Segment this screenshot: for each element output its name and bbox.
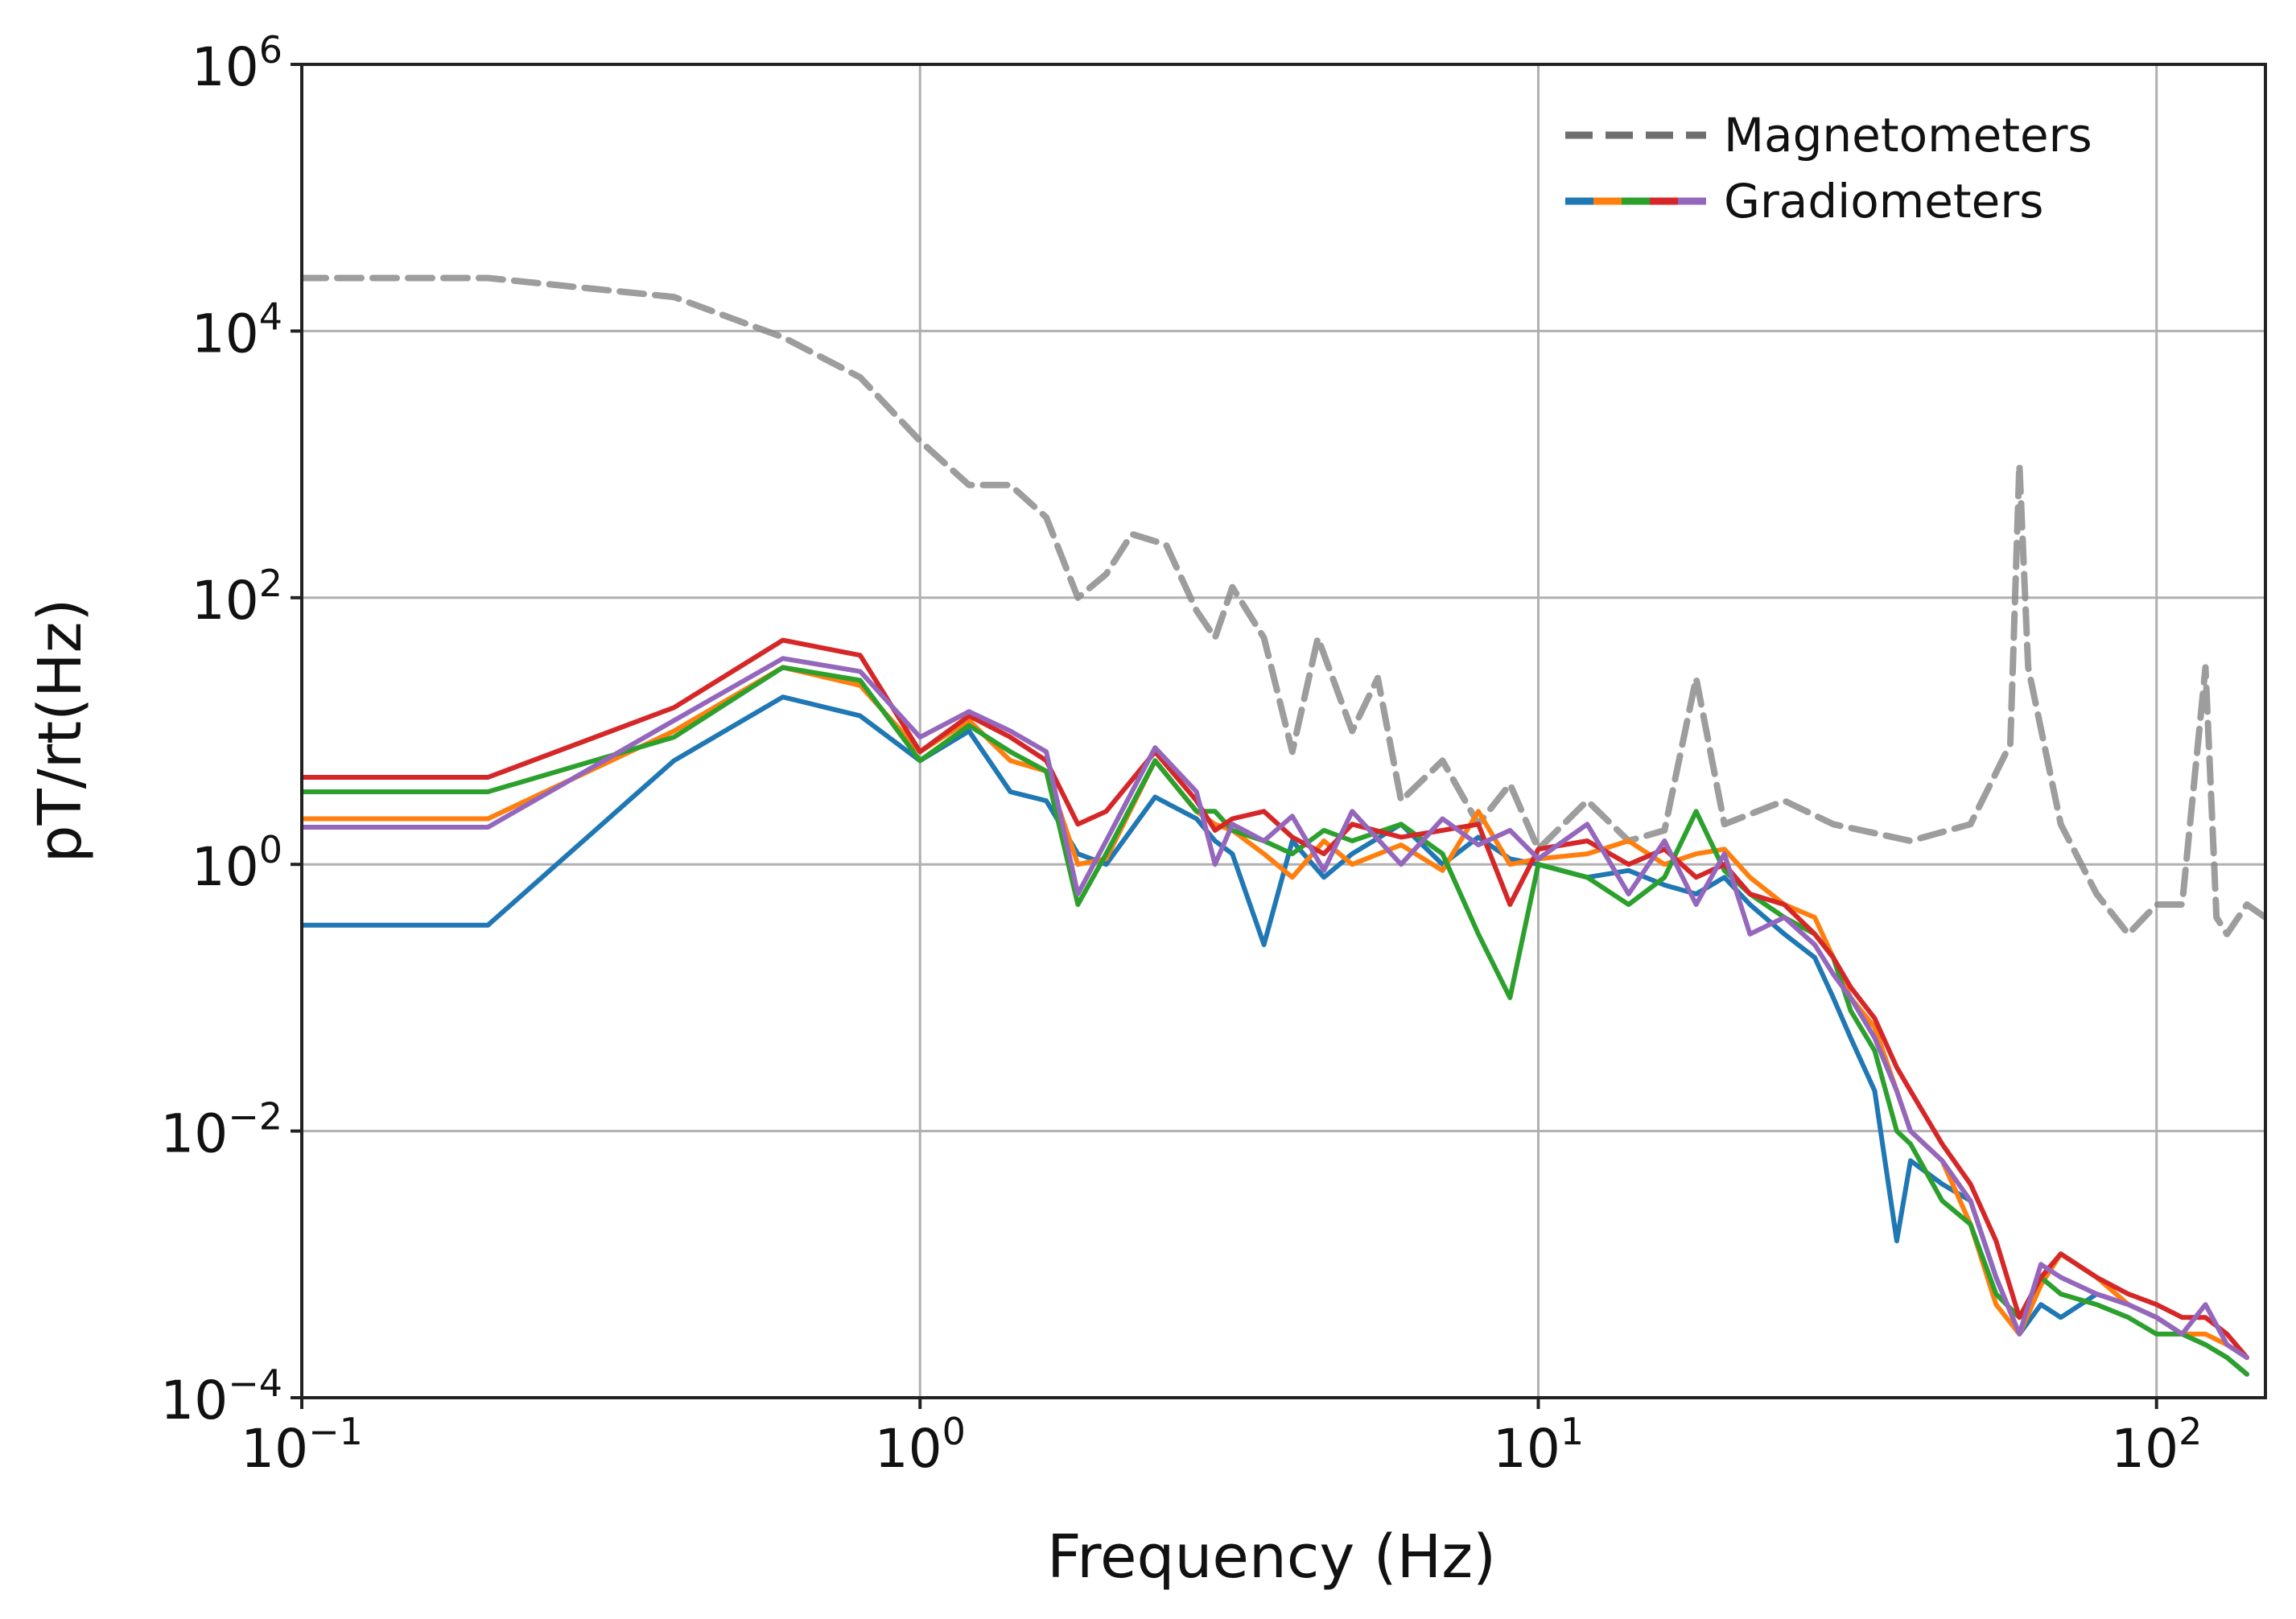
y-tick-label: 10−2: [160, 1095, 282, 1165]
series-line-magnetometers: [302, 274, 2265, 937]
x-axis-label: Frequency (Hz): [1047, 1522, 1496, 1592]
x-tick-label: 101: [1493, 1410, 1584, 1480]
x-tick-label: 102: [2111, 1410, 2202, 1480]
legend: Magnetometers Gradiometers: [1565, 108, 2092, 229]
legend-gradiometers-label: Gradiometers: [1724, 174, 2043, 229]
series-line-gradiometer-1: [302, 694, 2249, 1377]
data-series: [302, 274, 2265, 1377]
legend-magnetometers-label: Magnetometers: [1724, 108, 2092, 163]
y-tick-label: 104: [192, 295, 282, 365]
y-tick-label: 100: [192, 828, 282, 898]
plot-frame: [300, 63, 2267, 1399]
y-tick-label: 106: [192, 28, 282, 98]
y-tick-label: 102: [192, 562, 282, 632]
tick-labels: 10−1 100 101 102 10−4 10−2 100 102 104 106: [160, 28, 2202, 1480]
series-line-gradiometer-5: [302, 656, 2249, 1361]
y-axis-label: pT/rt(Hz): [26, 599, 95, 863]
x-tick-label: 10−1: [241, 1410, 363, 1480]
x-tick-label: 100: [875, 1410, 966, 1480]
y-tick-label: 10−4: [160, 1362, 282, 1432]
